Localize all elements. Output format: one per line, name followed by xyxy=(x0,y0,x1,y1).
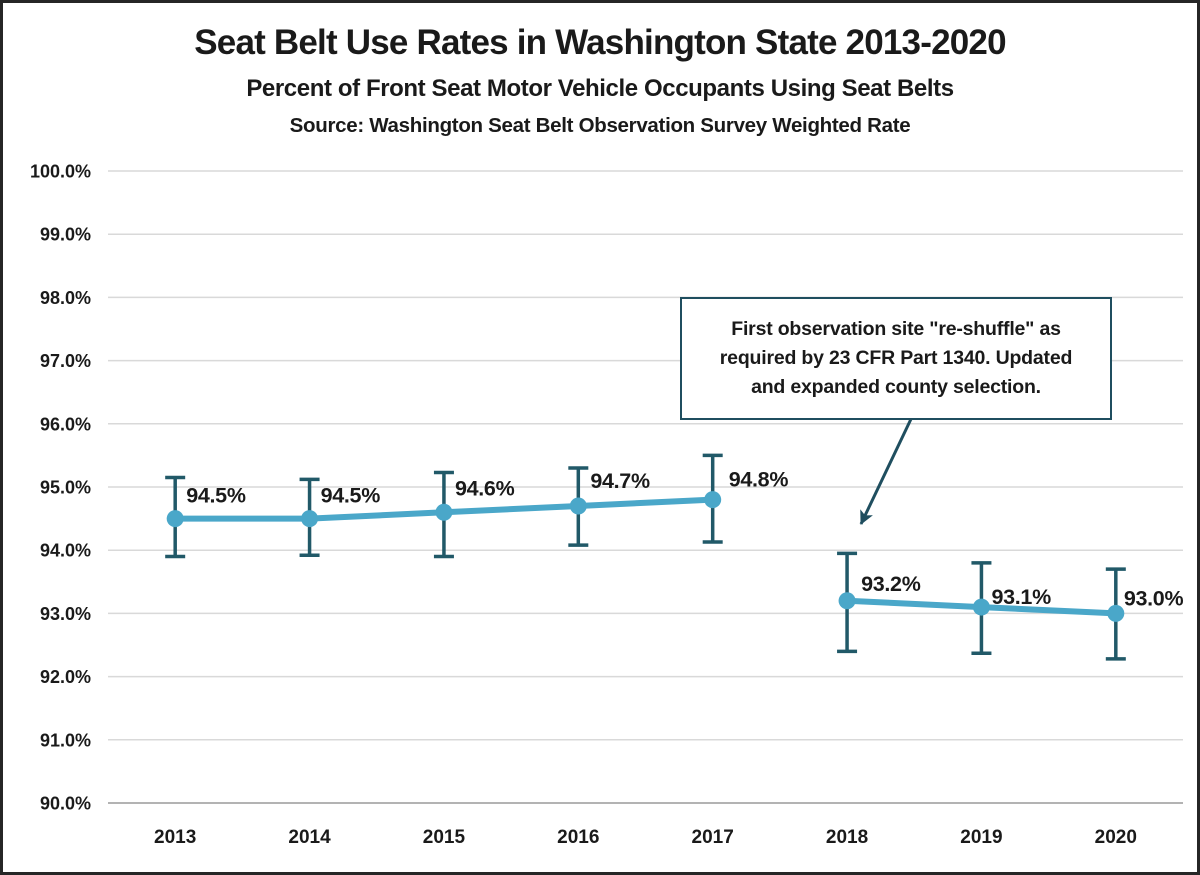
data-point-marker xyxy=(972,598,990,616)
annotation-line: First observation site "re-shuffle" as xyxy=(731,318,1061,340)
data-point-marker xyxy=(838,592,856,610)
y-axis-tick-label: 99.0% xyxy=(40,225,91,245)
x-axis-tick-label: 2017 xyxy=(692,827,734,848)
annotation-callout-box: First observation site "re-shuffle" as r… xyxy=(680,297,1112,420)
chart-subtitle: Percent of Front Seat Motor Vehicle Occu… xyxy=(246,75,954,102)
annotation-line: and expanded county selection. xyxy=(751,376,1041,398)
data-point-label: 93.2% xyxy=(861,572,921,596)
data-point-marker xyxy=(301,510,319,528)
annotation-line: required by 23 CFR Part 1340. Updated xyxy=(719,347,1073,369)
y-axis-tick-label: 100.0% xyxy=(30,162,91,182)
y-axis-tick-label: 98.0% xyxy=(40,288,91,308)
chart-title: Seat Belt Use Rates in Washington State … xyxy=(194,23,1006,62)
data-point-label: 93.0% xyxy=(1124,586,1184,610)
x-axis-tick-label: 2019 xyxy=(960,827,1002,848)
y-axis-tick-label: 90.0% xyxy=(40,794,91,814)
data-point-label: 94.6% xyxy=(455,476,515,500)
annotation-arrow xyxy=(859,418,913,525)
y-axis-tick-label: 95.0% xyxy=(40,478,91,498)
data-point-marker xyxy=(1107,604,1125,622)
data-point-label: 94.8% xyxy=(729,468,789,492)
data-point-marker xyxy=(704,491,722,509)
data-point-marker xyxy=(569,497,587,515)
data-point-marker xyxy=(166,510,184,528)
y-axis-tick-label: 96.0% xyxy=(40,414,91,434)
data-point-label: 94.7% xyxy=(590,469,650,493)
y-axis-tick-label: 93.0% xyxy=(40,604,91,624)
data-point-marker xyxy=(435,503,453,521)
y-axis-tick-label: 97.0% xyxy=(40,351,91,371)
y-axis-tick-label: 91.0% xyxy=(40,730,91,750)
y-axis-tick-label: 94.0% xyxy=(40,541,91,561)
data-point-label: 94.5% xyxy=(186,484,246,508)
x-axis-tick-label: 2018 xyxy=(826,827,868,848)
x-axis-tick-label: 2015 xyxy=(423,827,466,848)
x-axis-tick-label: 2014 xyxy=(288,827,331,848)
y-axis-tick-label: 92.0% xyxy=(40,667,91,687)
x-axis-tick-label: 2013 xyxy=(154,827,196,848)
chart-source-note: Source: Washington Seat Belt Observation… xyxy=(289,114,911,137)
x-axis-tick-label: 2016 xyxy=(557,827,599,848)
x-axis-tick-label: 2020 xyxy=(1095,827,1137,848)
data-point-label: 93.1% xyxy=(991,585,1051,609)
data-point-label: 94.5% xyxy=(321,484,381,508)
chart-svg: 90.0% 91.0% 92.0% 93.0% 94.0% 95.0% 96.0% 97.0%… xyxy=(30,162,1184,849)
